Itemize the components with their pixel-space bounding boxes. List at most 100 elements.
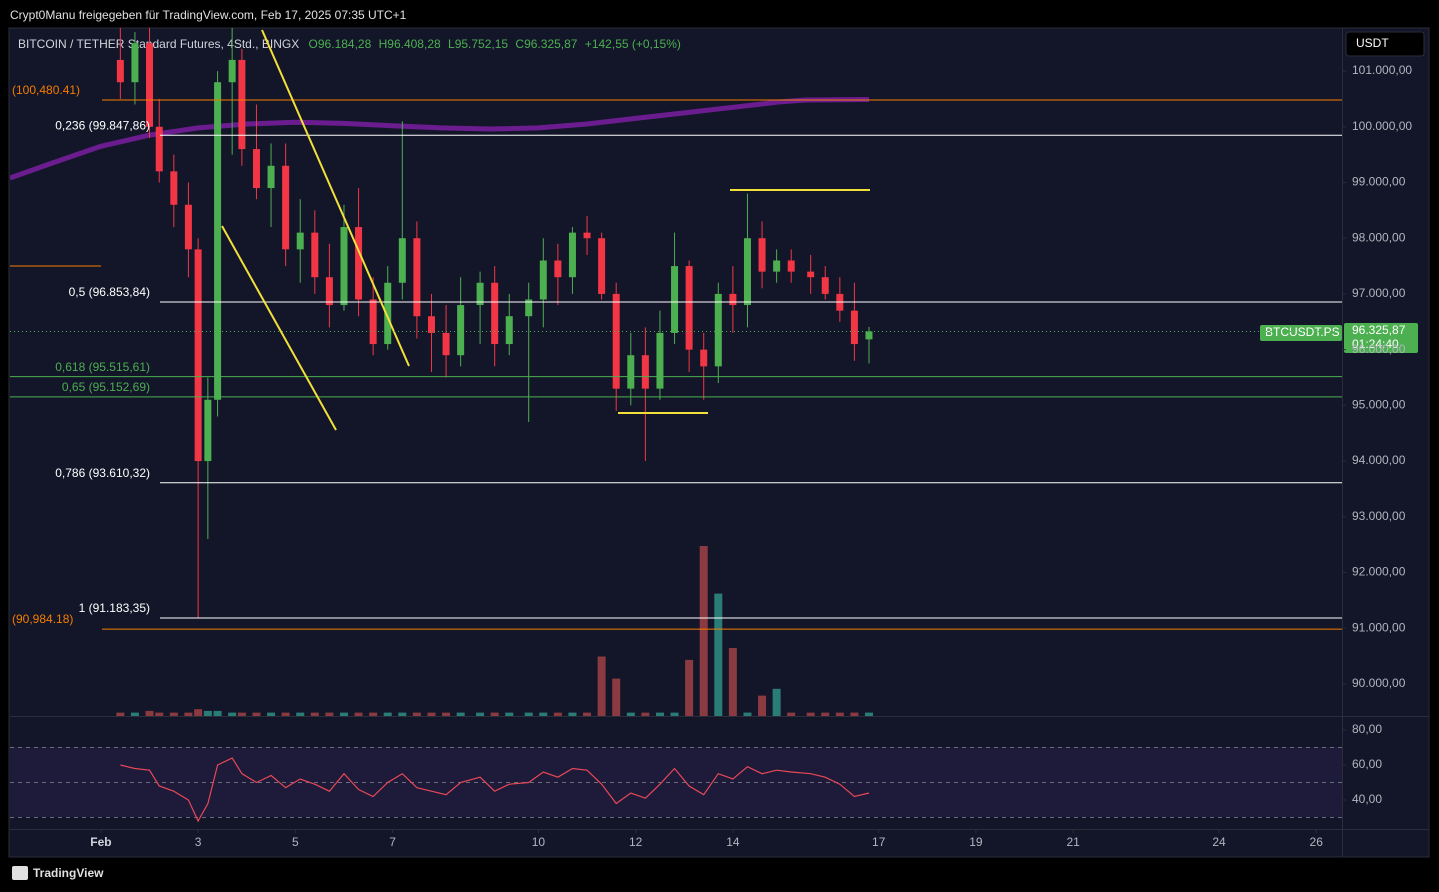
rsi-tick-label: 40,00: [1352, 792, 1382, 806]
candle-body: [685, 266, 693, 350]
level-label: 0,236 (99.847,86): [55, 118, 150, 132]
volume-bar: [655, 712, 664, 716]
volume-bar: [539, 712, 548, 716]
candle-body: [714, 293, 722, 367]
y-tick-label: 101.000,00: [1352, 63, 1412, 77]
candle-body: [340, 227, 348, 306]
volume-bar: [806, 712, 815, 716]
level-label: 0,65 (95.152,69): [62, 380, 150, 394]
ohlc-value: L95.752,15: [448, 37, 508, 51]
attribution: Crypt0Manu freigegeben für TradingView.c…: [10, 8, 407, 22]
trendline: [221, 225, 337, 431]
volume-bar: [490, 712, 499, 716]
candle-body: [146, 43, 154, 127]
symbol-box: [1260, 325, 1342, 341]
rsi-band: [10, 747, 1342, 817]
candle-body: [170, 171, 178, 205]
x-tick-label: 17: [872, 835, 886, 849]
candle-body: [116, 59, 124, 83]
last-price-label: 96.325,87: [1352, 323, 1406, 337]
candle-body: [598, 238, 606, 294]
y-tick-label: 98.000,00: [1352, 230, 1406, 244]
level-label: 0,618 (95.515,61): [55, 360, 150, 374]
volume-bar: [354, 712, 363, 716]
volume-bar: [169, 712, 178, 716]
rsi-tick-label: 80,00: [1352, 722, 1382, 736]
candle-body: [369, 299, 377, 345]
rsi-tick-label: 60,00: [1352, 757, 1382, 771]
volume-bar: [743, 712, 752, 716]
level-label: (90,984.18): [12, 612, 73, 626]
candle-body: [355, 227, 363, 300]
y-tick-label: 96.000,00: [1352, 342, 1406, 356]
candle-body: [807, 271, 815, 278]
y-tick-label: 99.000,00: [1352, 175, 1406, 189]
volume-bar: [714, 593, 723, 716]
x-tick-label: 12: [629, 835, 643, 849]
trendline: [261, 29, 410, 367]
brand-logo[interactable]: [12, 866, 28, 880]
trendlines: [221, 29, 870, 431]
price-box: [1344, 323, 1418, 353]
candle-body: [568, 232, 576, 278]
volume-bar: [412, 712, 421, 716]
candle-body: [773, 260, 781, 272]
volume-bar: [427, 712, 436, 716]
currency-box: [1345, 31, 1425, 57]
volume-bar: [339, 712, 348, 716]
volume-bar: [228, 712, 237, 716]
candle-body: [325, 277, 333, 306]
candle-body: [505, 316, 513, 345]
volume-bar: [398, 712, 407, 716]
candle-body: [787, 260, 795, 272]
y-tick-label: 93.000,00: [1352, 509, 1406, 523]
volume-bar: [194, 709, 203, 716]
x-tick-label: 3: [195, 835, 202, 849]
volume-bar: [597, 656, 606, 716]
header: BITCOIN / TETHER Standard Futures, 4Std.…: [18, 37, 681, 51]
candle-body: [612, 293, 620, 389]
candle-body: [228, 59, 236, 83]
volume-bar: [626, 712, 635, 716]
candle-body: [491, 282, 499, 345]
ohlc-value: H96.408,28: [379, 37, 441, 51]
candle-body: [671, 266, 679, 333]
y-tick-label: 100.000,00: [1352, 119, 1412, 133]
volume-bar: [369, 712, 378, 716]
candle-body: [427, 316, 435, 333]
x-tick-label: 21: [1066, 835, 1080, 849]
candle-body: [554, 260, 562, 278]
y-tick-label: 94.000,00: [1352, 453, 1406, 467]
symbol-title: BITCOIN / TETHER Standard Futures, 4Std.…: [18, 37, 299, 51]
volume-bar: [145, 710, 154, 716]
y-tick-label: 90.000,00: [1352, 676, 1406, 690]
volume-bar: [612, 678, 621, 716]
volume-bar: [835, 712, 844, 716]
candle-body: [850, 310, 858, 345]
candle-body: [267, 165, 275, 189]
candle-body: [413, 238, 421, 317]
volume-bar: [524, 712, 533, 716]
candle-body: [296, 232, 304, 250]
candle-body: [282, 165, 290, 250]
countdown: 01:24:40: [1352, 337, 1399, 351]
currency: USDT: [1356, 36, 1389, 50]
y-tick-label: 97.000,00: [1352, 286, 1406, 300]
candle-body: [238, 59, 246, 150]
brand[interactable]: TradingView: [33, 866, 104, 880]
volume-bar: [850, 712, 859, 716]
volume-bar: [281, 712, 290, 716]
volume-bar: [553, 712, 562, 716]
volume-bar: [821, 712, 830, 716]
volume-bar: [670, 712, 679, 716]
chart-panel: [8, 27, 1430, 858]
volume-bar: [456, 712, 465, 716]
candle-body: [525, 299, 533, 317]
volume-bar: [116, 712, 125, 716]
x-tick-label: 10: [532, 835, 546, 849]
ohlc-value: C96.325,87: [515, 37, 577, 51]
volume-bar: [728, 648, 737, 716]
level-label: 0,5 (96.853,84): [69, 285, 150, 299]
volume-bar: [203, 710, 212, 716]
